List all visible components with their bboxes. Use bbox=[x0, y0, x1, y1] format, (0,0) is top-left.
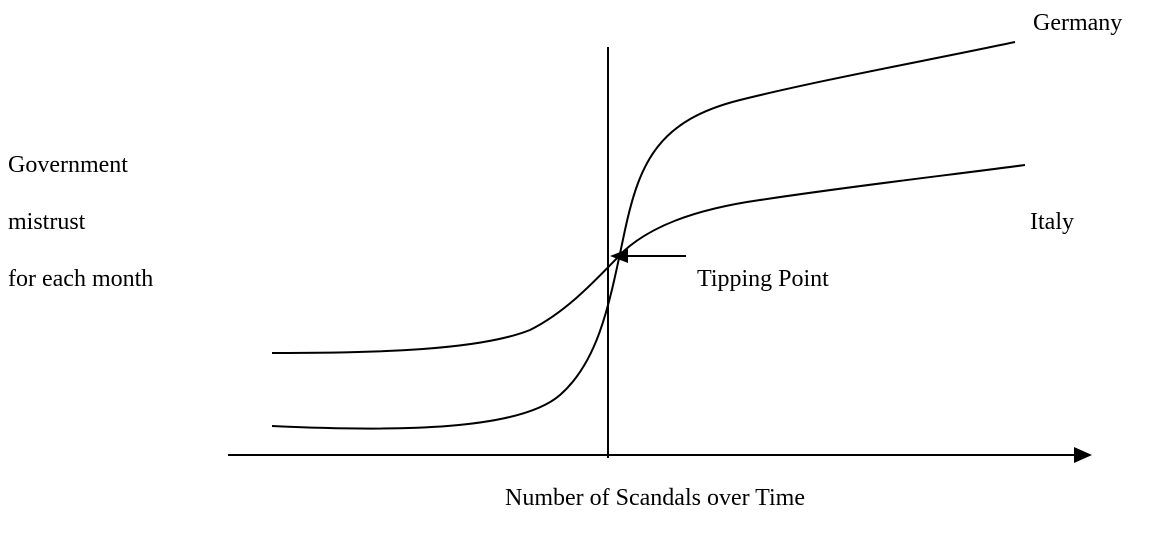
y-axis-label: mistrust bbox=[8, 209, 86, 235]
curve-label: Germany bbox=[1033, 10, 1122, 36]
x-axis-label: Number of Scandals over Time bbox=[505, 485, 805, 511]
annotation-label: Tipping Point bbox=[697, 266, 829, 292]
curve-label: Italy bbox=[1030, 209, 1074, 235]
annotation-arrowhead bbox=[610, 249, 628, 263]
y-axis-label: for each month bbox=[8, 266, 153, 292]
x-axis-arrow bbox=[1074, 447, 1092, 463]
italy-curve bbox=[271, 164, 1026, 354]
germany-curve bbox=[271, 41, 1016, 430]
y-axis-label: Government bbox=[8, 152, 128, 178]
